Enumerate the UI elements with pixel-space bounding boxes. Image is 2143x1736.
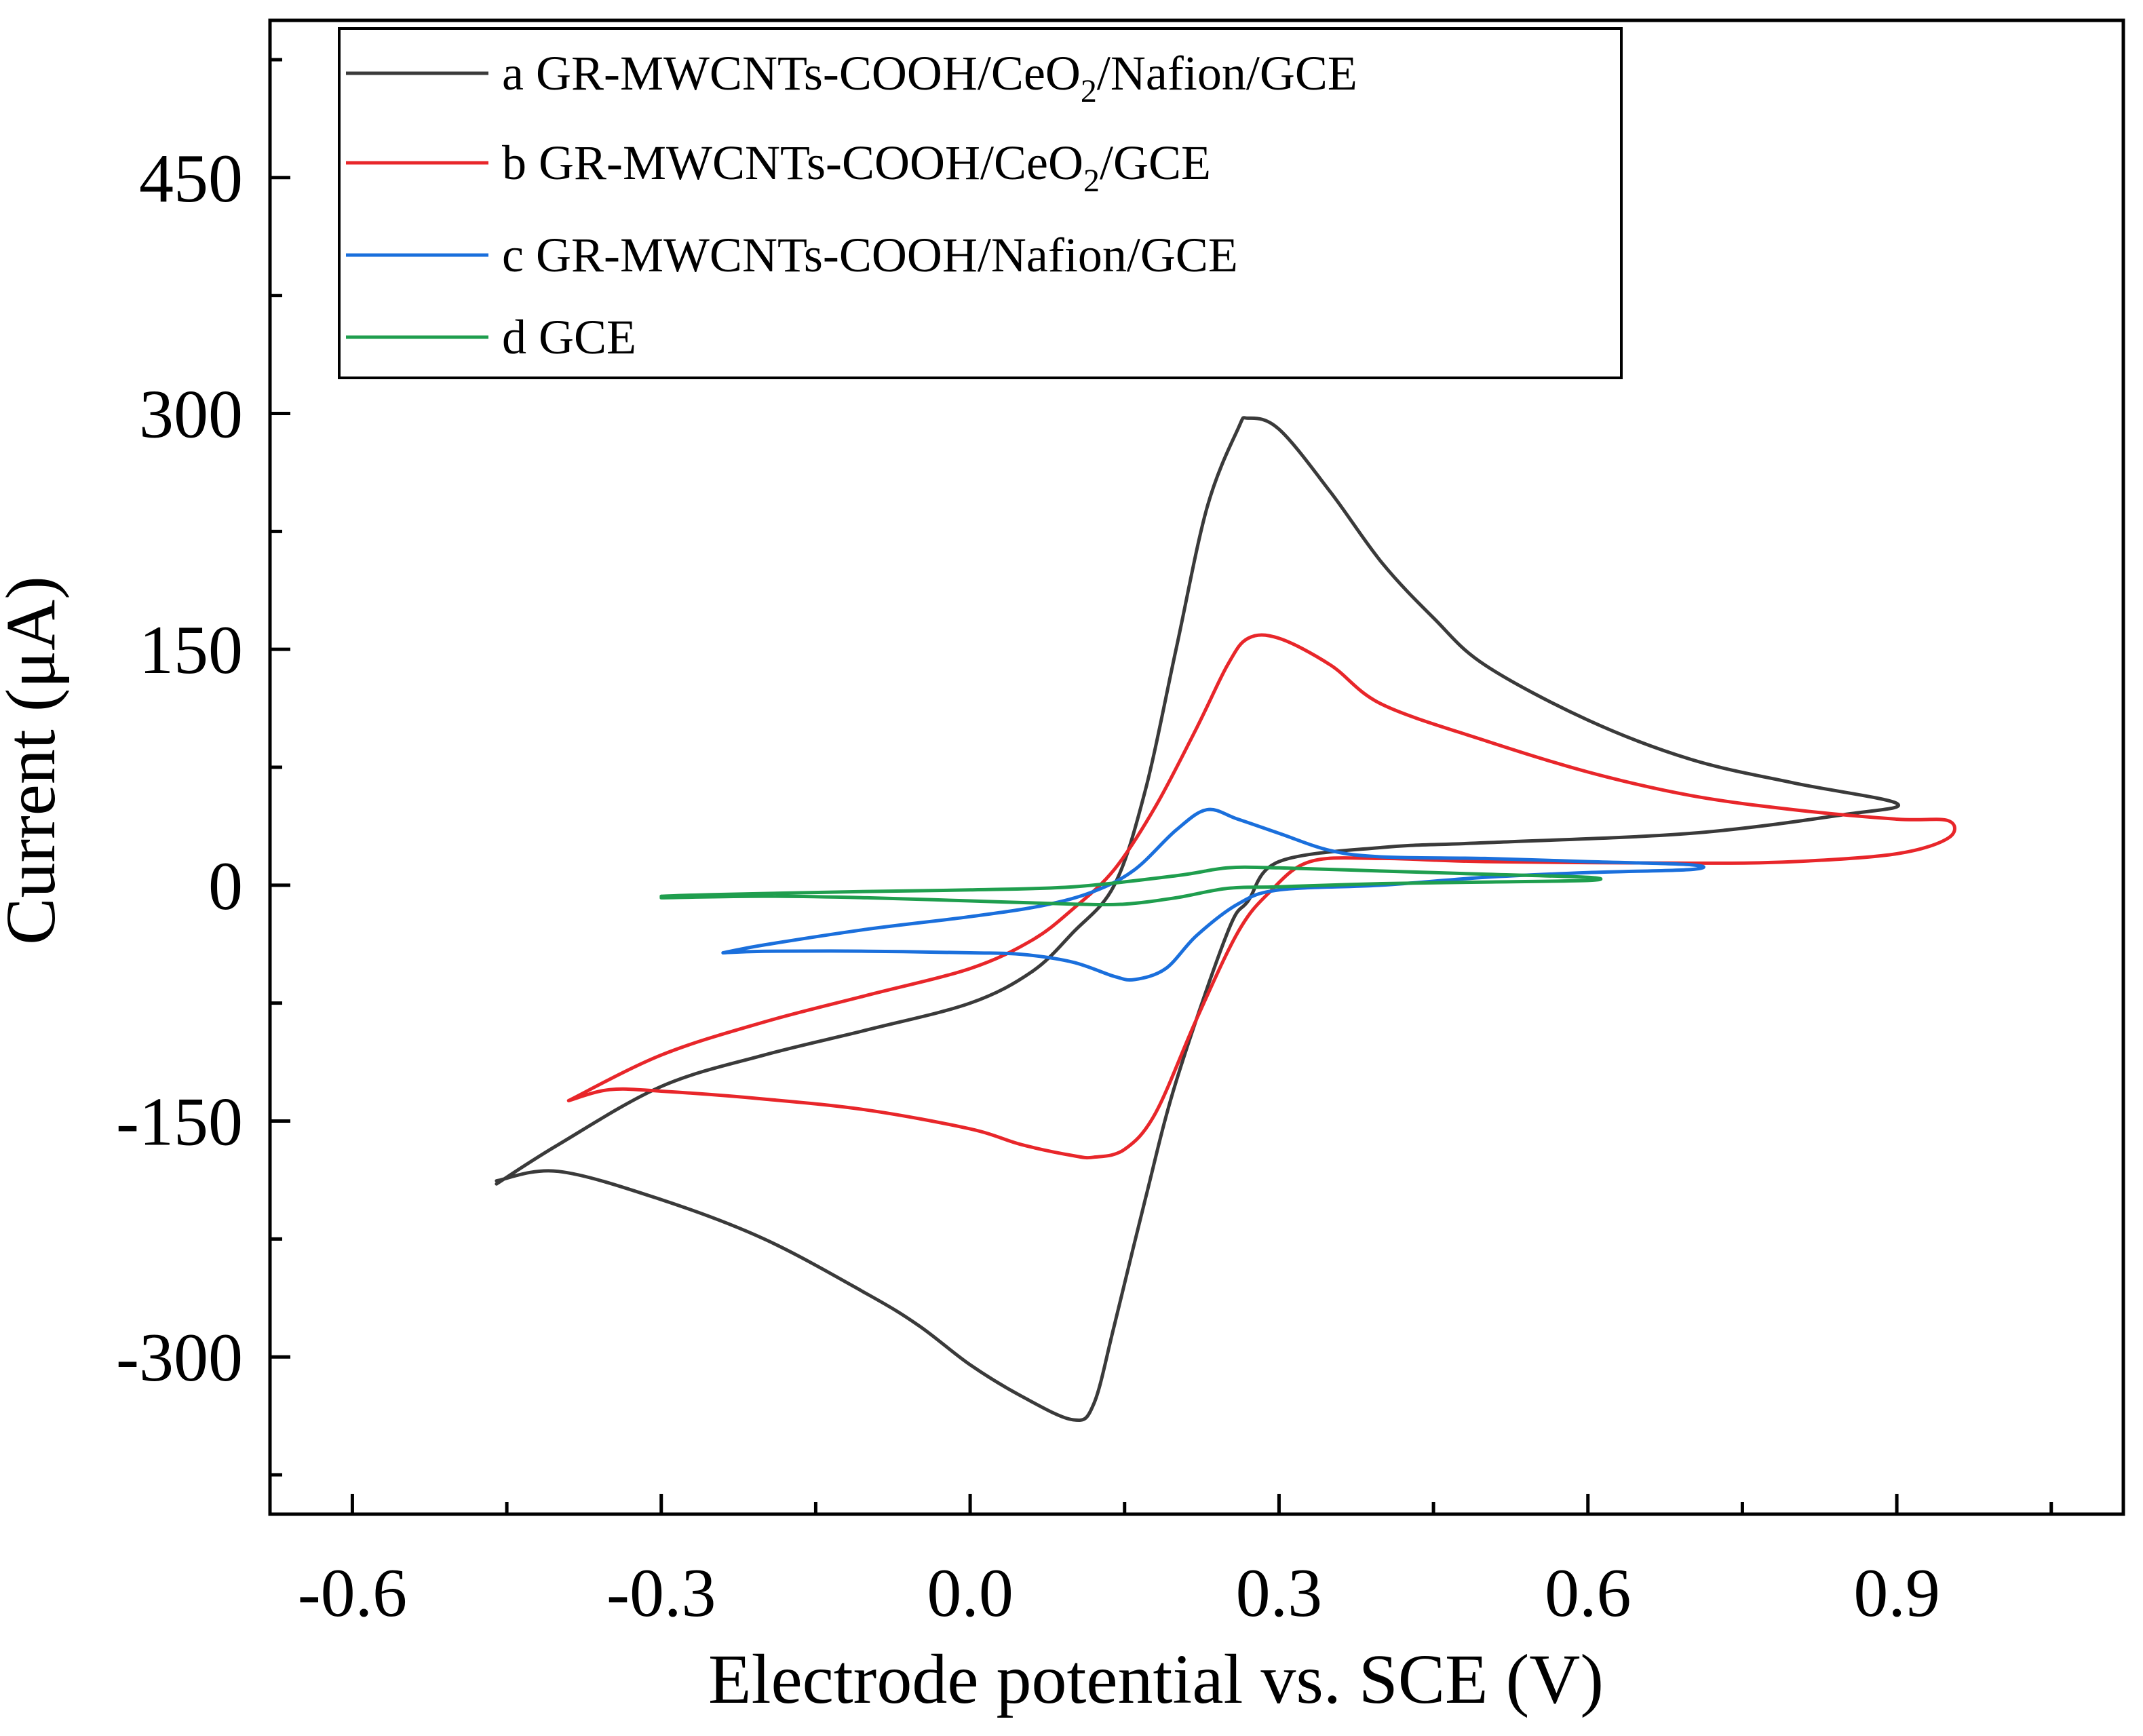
series-line-c <box>721 807 1705 982</box>
y-axis-title: Current (μA) <box>0 576 70 945</box>
y-tick-label: 300 <box>139 376 243 452</box>
ticks-layer: -0.6 -0.3 0.0 0.3 0.6 0.9 -300 -150 0 150 300 450 <box>116 58 2053 1632</box>
x-tick-label: -0.3 <box>606 1555 716 1632</box>
y-tick-label: -150 <box>116 1084 243 1161</box>
y-tick-label: 0 <box>208 848 243 925</box>
x-tick-label: -0.6 <box>298 1555 407 1632</box>
legend: a GR-MWCNTs-COOH/CeO2/Nafion/GCE b GR-MWC… <box>338 27 1623 379</box>
x-tick-label: 0.3 <box>1236 1555 1323 1632</box>
legend-label-d: d GCE <box>502 310 636 364</box>
series-line-a <box>495 416 1900 1422</box>
series-line-d <box>659 865 1603 907</box>
y-tick-label: -300 <box>116 1319 243 1396</box>
legend-label-c: c GR-MWCNTs-COOH/Nafion/GCE <box>502 228 1238 282</box>
x-tick-label: 0.6 <box>1545 1555 1632 1632</box>
series-layer <box>495 416 1956 1422</box>
legend-box <box>338 27 1623 379</box>
legend-label-a: a GR-MWCNTs-COOH/CeO2/Nafion/GCE <box>502 46 1357 109</box>
legend-label-b: b GR-MWCNTs-COOH/CeO2/GCE <box>502 136 1211 199</box>
x-axis-title: Electrode potential vs. SCE (V) <box>708 1640 1604 1718</box>
y-tick-label: 450 <box>139 140 243 217</box>
x-tick-label: 0.9 <box>1853 1555 1940 1632</box>
x-tick-label: 0.0 <box>927 1555 1013 1632</box>
y-tick-label: 150 <box>139 612 243 689</box>
